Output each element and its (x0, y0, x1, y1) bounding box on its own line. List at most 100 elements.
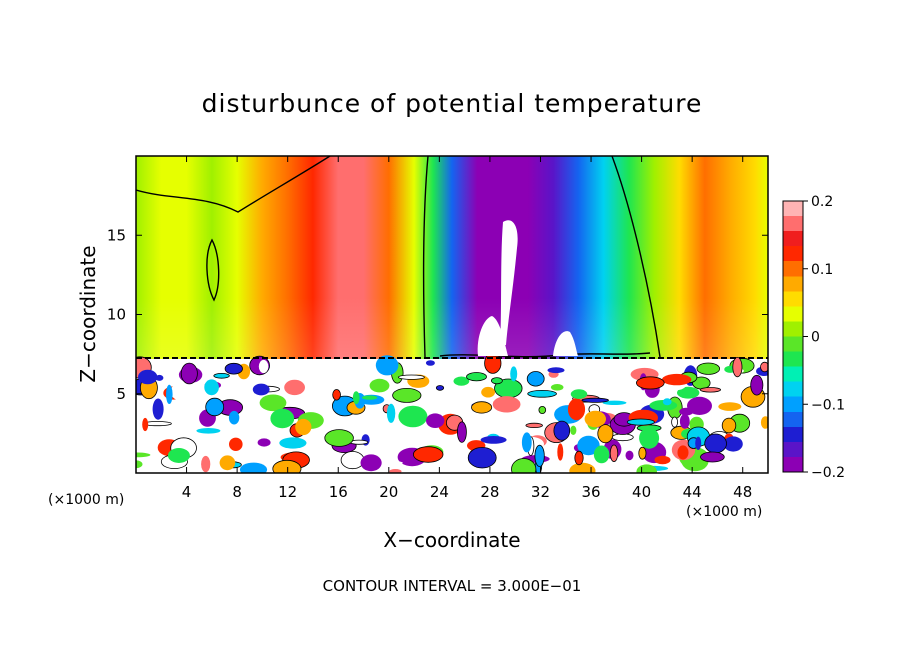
lower-turbulence (136, 352, 768, 473)
turbulence-blob (492, 396, 521, 413)
turbulence-blob (389, 469, 402, 473)
contour-line (611, 156, 661, 358)
turbulence-blob (219, 455, 236, 471)
turbulence-blob (324, 429, 354, 447)
turbulence-blob (481, 386, 495, 398)
x-tick-label: 4 (182, 483, 192, 501)
colorbar-tick-label: −0.2 (811, 465, 845, 481)
turbulence-blob (586, 369, 596, 391)
turbulence-blob (700, 451, 725, 463)
turbulence-blob (201, 455, 211, 473)
turbulence-blob (760, 416, 768, 429)
contour-interval-note: CONTOUR INTERVAL = 3.000E−01 (323, 577, 582, 595)
turbulence-blob (570, 425, 577, 435)
y-axis-ticks: 5 10 15 (107, 226, 768, 403)
colorbar-ticks: 0.2 0.1 0 −0.1 −0.2 (803, 194, 845, 481)
x-tick-label: 36 (581, 483, 600, 501)
turbulence-blob (662, 373, 692, 386)
turbulence-blob (386, 403, 396, 423)
turbulence-blob (625, 450, 634, 461)
turbulence-blob (654, 455, 671, 465)
turbulence-blob (597, 424, 614, 444)
turbulence-blob (569, 462, 596, 473)
turbulence-blob (295, 418, 312, 436)
x-tick-label: 48 (733, 483, 752, 501)
turbulence-blob (259, 394, 287, 412)
turbulence-blob (557, 443, 564, 461)
turbulence-blob (526, 371, 545, 387)
y-tick-label: 15 (107, 226, 126, 244)
turbulence-blob (609, 444, 619, 463)
turbulence-blob (553, 420, 571, 441)
colorbar-tick-label: −0.1 (811, 397, 845, 413)
x-axis-label: X−coordinate (383, 528, 520, 552)
turbulence-blob (584, 410, 606, 428)
colorbar-tick-label: 0.2 (811, 194, 833, 210)
contour-line (422, 156, 429, 358)
turbulence-blob (723, 436, 743, 452)
turbulence-blob (229, 437, 243, 451)
chart-title: disturbunce of potential temperature (202, 89, 703, 118)
turbulence-blob (369, 378, 390, 393)
turbulence-blob (574, 450, 584, 466)
turbulence-blob (639, 427, 660, 449)
turbulence-blob (750, 374, 764, 396)
turbulence-blob (435, 385, 445, 391)
turbulence-blob (138, 369, 158, 385)
turbulence-blob (760, 361, 768, 373)
turbulence-blob (490, 377, 503, 385)
turbulence-blob (704, 433, 727, 454)
turbulence-blob (224, 362, 243, 375)
colorbar: 0.2 0.1 0 −0.1 −0.2 (782, 194, 845, 481)
turbulence-blob (466, 372, 487, 382)
turbulence-blob (180, 405, 190, 411)
turbulence-blob (511, 458, 537, 473)
turbulence-blob (257, 438, 271, 447)
contour-line (206, 238, 220, 302)
turbulence-blob (204, 379, 219, 396)
turbulence-blob (550, 384, 564, 391)
turbulence-blob (611, 433, 634, 442)
turbulence-blob (636, 464, 657, 473)
contour-line (136, 156, 331, 213)
turbulence-blob (375, 355, 399, 376)
turbulence-blob (170, 381, 199, 402)
turbulence-blob (671, 416, 678, 428)
x-tick-label: 40 (632, 483, 651, 501)
turbulence-blob (635, 376, 665, 390)
turbulence-blob (456, 421, 467, 443)
turbulence-blob (258, 359, 269, 374)
x-tick-label: 8 (232, 483, 242, 501)
turbulence-blob (413, 446, 444, 463)
turbulence-blob (593, 445, 610, 464)
turbulence-blob (602, 400, 627, 405)
turbulence-blob (332, 389, 341, 401)
turbulence-blob (205, 397, 225, 417)
turbulence-blob (398, 405, 428, 428)
turbulence-blob (467, 447, 497, 469)
turbulence-blob (166, 384, 173, 404)
turbulence-blob (721, 417, 737, 434)
turbulence-blob (279, 437, 307, 449)
turbulence-blob (315, 428, 324, 443)
turbulence-blob (142, 417, 149, 432)
turbulence-blob (340, 451, 365, 470)
turbulence-blob (534, 444, 545, 467)
turbulence-blob (695, 436, 702, 450)
x-unit-right: (×1000 m) (686, 504, 762, 520)
turbulence-blob (567, 398, 586, 421)
turbulence-blob (426, 413, 445, 429)
y-axis-label: Z−coordinate (76, 245, 100, 382)
turbulence-blob (453, 376, 470, 386)
turbulence-blob (180, 362, 198, 385)
turbulence-blob (626, 418, 655, 426)
x-tick-label: 16 (329, 483, 348, 501)
turbulence-blob (335, 417, 357, 426)
x-tick-label: 44 (683, 483, 702, 501)
turbulence-blob (155, 374, 164, 381)
turbulence-blob (361, 395, 378, 400)
turbulence-blob (196, 428, 221, 434)
x-tick-label: 24 (430, 483, 449, 501)
turbulence-blob (392, 387, 422, 403)
